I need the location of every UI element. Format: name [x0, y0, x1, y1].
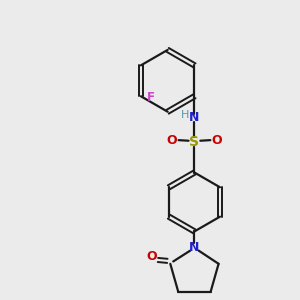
Text: F: F: [147, 91, 155, 104]
Text: O: O: [167, 134, 177, 147]
Text: H: H: [181, 110, 189, 120]
Text: O: O: [212, 134, 222, 147]
Text: O: O: [147, 250, 158, 263]
Text: S: S: [189, 135, 200, 148]
Text: N: N: [189, 241, 200, 254]
Text: N: N: [189, 111, 200, 124]
